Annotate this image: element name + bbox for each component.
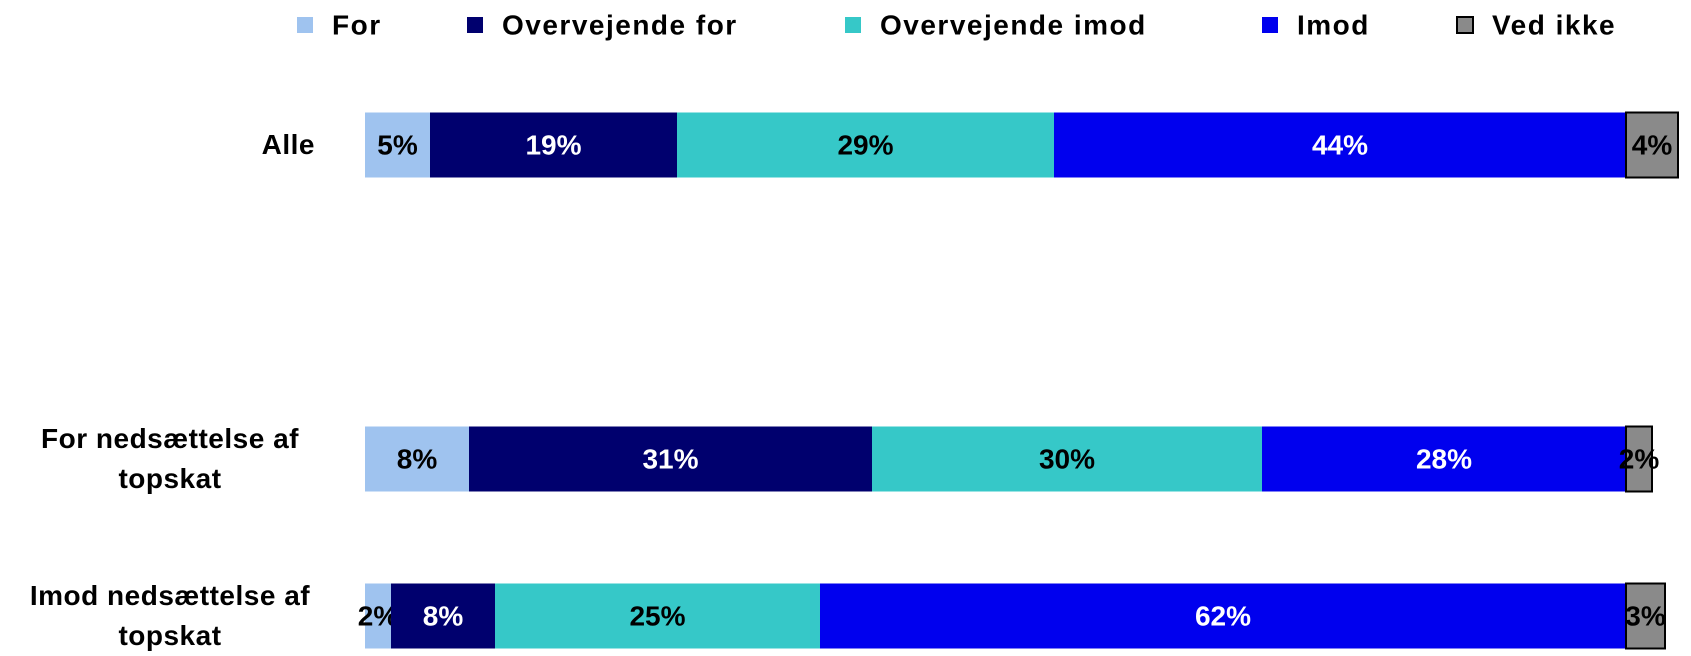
value-label: 19% [525, 130, 581, 161]
value-label: 5% [377, 130, 418, 161]
category-label: For nedsættelse af topskat [41, 423, 299, 494]
value-label: 31% [642, 444, 698, 475]
bar-segment [677, 112, 1054, 178]
bar-segment [1625, 425, 1653, 493]
bar-segment [1625, 111, 1679, 179]
legend-label: Overvejende for [502, 10, 738, 41]
legend-label: Overvejende imod [880, 10, 1147, 41]
bar-segment [1054, 112, 1626, 178]
bar-segment [365, 112, 430, 178]
legend-swatch [845, 17, 861, 33]
value-label: 29% [837, 130, 893, 161]
bar-segment [872, 426, 1262, 492]
legend-swatch [467, 17, 483, 33]
value-label: 3% [1625, 601, 1666, 632]
bar-segment [820, 583, 1626, 649]
value-label: 25% [629, 601, 685, 632]
category-label: Imod nedsættelse af topskat [29, 580, 311, 651]
bar-segment [365, 426, 469, 492]
bar-segment [469, 426, 872, 492]
legend-swatch [297, 17, 313, 33]
legend-label: Imod [1297, 10, 1370, 41]
bar-segment [1262, 426, 1626, 492]
bar-segment [391, 583, 495, 649]
bar-segment [365, 583, 391, 649]
value-label: 8% [423, 601, 464, 632]
bar-segment [430, 112, 677, 178]
category-label: Alle [261, 129, 315, 160]
value-label: 62% [1195, 601, 1251, 632]
value-label: 4% [1632, 130, 1673, 161]
bar-segment [1625, 582, 1666, 650]
legend-swatch [1262, 17, 1278, 33]
legend-label: For [332, 10, 382, 41]
value-label: 28% [1416, 444, 1472, 475]
value-label: 44% [1312, 130, 1368, 161]
bar-segment [495, 583, 820, 649]
legend-swatch [1456, 16, 1474, 34]
value-label: 30% [1039, 444, 1095, 475]
value-label: 2% [1619, 444, 1660, 475]
legend-label: Ved ikke [1492, 10, 1616, 41]
value-label: 8% [397, 444, 438, 475]
